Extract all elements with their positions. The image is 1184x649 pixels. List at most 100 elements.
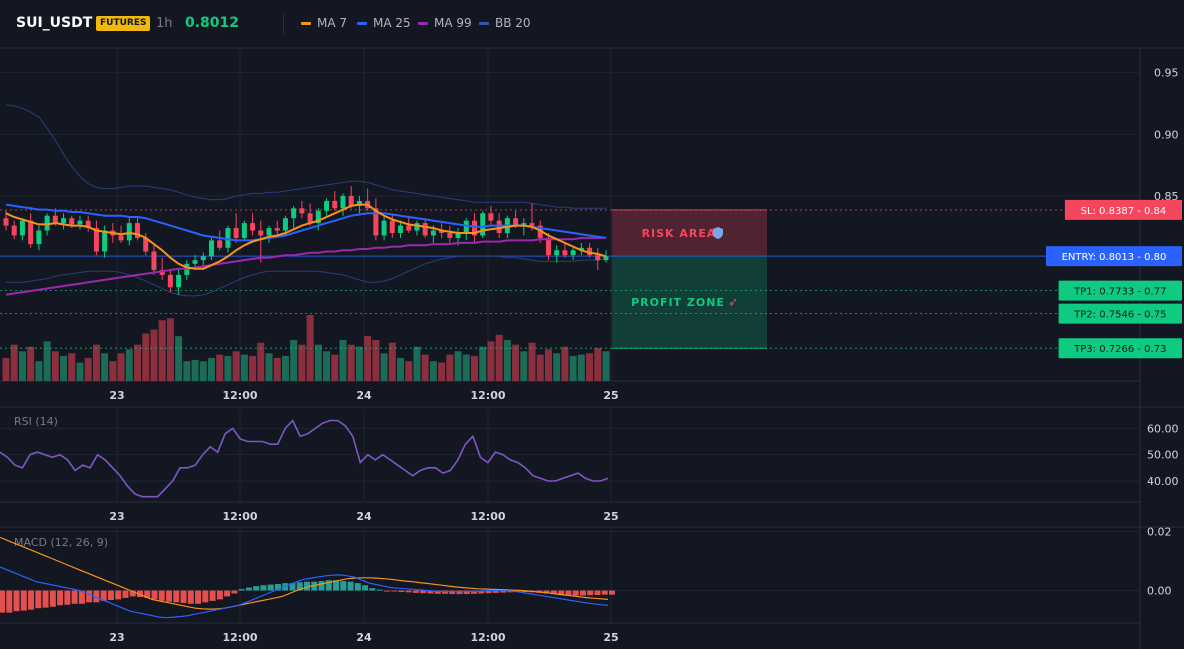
macd-histogram-bar (601, 590, 608, 595)
candle-body (118, 235, 124, 241)
candle-body (93, 228, 99, 252)
futures-badge: FUTURES (96, 16, 151, 31)
time-tick-label: 24 (356, 631, 372, 644)
macd-histogram-bar (325, 580, 332, 591)
candle-body (159, 270, 165, 275)
candle-body (233, 228, 239, 238)
candle-body (455, 233, 461, 238)
macd-histogram-bar (253, 586, 260, 591)
macd-histogram-bar (78, 590, 85, 604)
volume-bar (43, 341, 51, 381)
volume-bar (602, 351, 610, 381)
macd-histogram-bar (369, 588, 376, 591)
volume-bar (84, 357, 92, 381)
volume-bar (380, 353, 388, 381)
symbol-label[interactable]: SUI_USDT (16, 15, 93, 31)
time-tick-label: 25 (603, 631, 618, 644)
macd-histogram-bar (107, 590, 114, 600)
macd-signal-line (0, 536, 609, 610)
legend-ma7[interactable]: MA 7 (301, 16, 347, 30)
volume-bar (166, 318, 174, 381)
legend-ma99[interactable]: MA 99 (418, 16, 472, 30)
candle-body (19, 220, 25, 236)
macd-histogram-bar (231, 590, 238, 594)
macd-tick-label: 0.02 (1147, 525, 1172, 538)
candle-body (356, 200, 362, 206)
time-tick-label: 12:00 (222, 510, 257, 523)
macd-histogram-bar (441, 590, 448, 594)
macd-histogram-bar (609, 590, 615, 595)
macd-histogram-bar (354, 583, 361, 591)
candle-body (578, 247, 584, 251)
last-price: 0.8012 (185, 15, 240, 31)
volume-bar (273, 357, 281, 381)
shield-icon (713, 227, 723, 239)
volume-bar (10, 344, 18, 381)
price-tag-label: TP3: 0.7266 - 0.73 (1073, 344, 1166, 355)
volume-bar (125, 349, 133, 381)
candle-body (3, 218, 9, 226)
macd-histogram-bar (420, 590, 427, 594)
macd-histogram-bar (136, 590, 143, 598)
timeframe-label[interactable]: 1h (156, 16, 173, 31)
price-tag-bg (1058, 303, 1182, 324)
volume-bar (240, 354, 248, 381)
macd-histogram-bar (362, 585, 369, 591)
legend-swatch-ma99 (418, 21, 428, 25)
time-tick-label: 25 (603, 510, 618, 523)
macd-histogram-bar (129, 590, 136, 597)
risk-area-zone (612, 209, 767, 257)
volume-bar (487, 341, 495, 381)
candle-body (282, 218, 288, 231)
candle-body (422, 223, 428, 236)
macd-histogram-bar (144, 590, 151, 598)
macd-histogram-bar (543, 590, 550, 594)
volume-bar (429, 361, 437, 381)
price-tag-label: SL: 0.8387 - 0.84 (1081, 206, 1167, 217)
macd-tick-label: 0.00 (1147, 585, 1172, 598)
volume-bar (117, 353, 125, 381)
candle-body (381, 220, 387, 236)
macd-histogram-bar (86, 590, 93, 603)
volume-bar (76, 362, 84, 381)
volume-bar (109, 361, 117, 381)
candle-body (315, 210, 321, 224)
macd-histogram-bar (340, 581, 347, 591)
candle-body (430, 230, 436, 236)
macd-histogram-bar (122, 590, 129, 598)
volume-bar (397, 357, 405, 381)
candle-body (496, 220, 502, 233)
time-tick-label: 12:00 (470, 389, 505, 402)
legend-bb20[interactable]: BB 20 (479, 16, 531, 30)
legend-swatch-ma25 (357, 21, 367, 25)
chart-header: SUI_USDT FUTURES 1h 0.8012 MA 7 MA 25 MA… (0, 0, 1184, 48)
time-tick-label: 12:00 (222, 389, 257, 402)
volume-bar (405, 361, 413, 381)
macd-histogram-bar (405, 590, 412, 593)
volume-bar (495, 334, 503, 381)
candle-body (332, 200, 338, 209)
time-tick-label: 24 (356, 510, 372, 523)
ma25-line (5, 203, 607, 242)
volume-bar (158, 320, 166, 381)
legend-ma25[interactable]: MA 25 (357, 16, 411, 30)
price-tag-label: ENTRY: 0.8013 - 0.80 (1062, 252, 1167, 263)
macd-histogram-bar (180, 590, 187, 603)
candle-body (488, 213, 494, 221)
candle-body (77, 220, 83, 225)
time-tick-label: 12:00 (222, 631, 257, 644)
volume-bar (249, 355, 257, 381)
macd-histogram-bar (64, 590, 71, 605)
volume-bar (503, 340, 511, 381)
candle-body (85, 220, 91, 229)
price-tag-label: TP1: 0.7733 - 0.77 (1073, 287, 1166, 298)
macd-histogram-bar (245, 587, 252, 591)
macd-histogram-bar (311, 581, 318, 591)
candle-body (44, 215, 50, 231)
candle-body (151, 251, 157, 270)
legend-label-ma25: MA 25 (373, 16, 411, 30)
risk-area-label: RISK AREA (642, 227, 717, 240)
macd-histogram-bar (550, 590, 557, 595)
volume-bar (339, 340, 347, 381)
